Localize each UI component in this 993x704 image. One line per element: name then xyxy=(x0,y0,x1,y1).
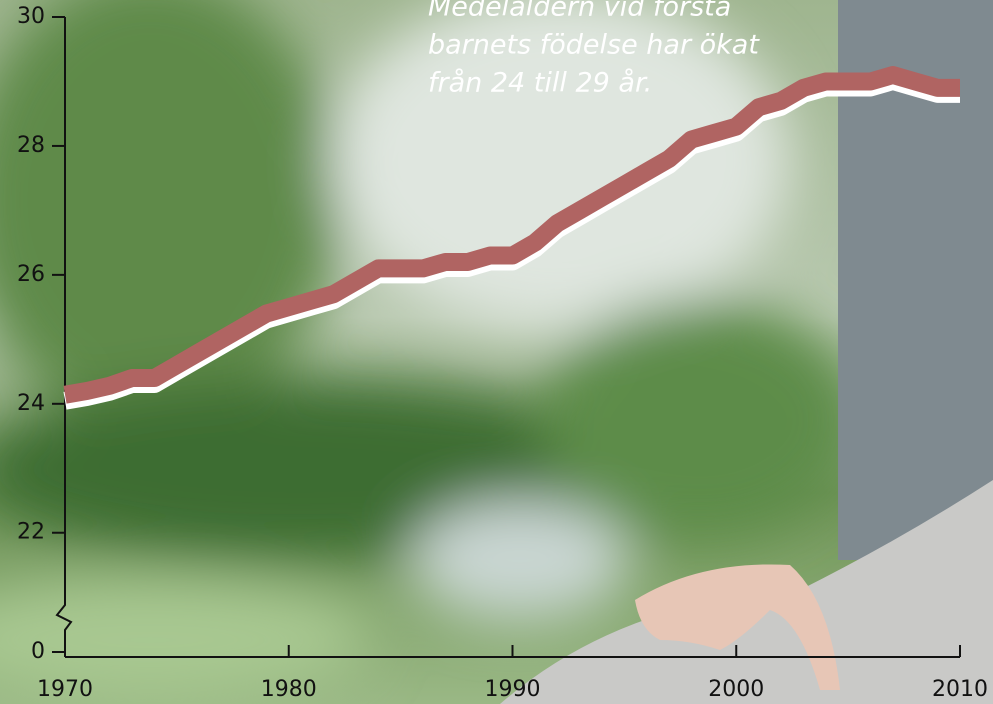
x-tick-label: 1980 xyxy=(261,677,317,702)
x-tick-label: 2000 xyxy=(708,677,764,702)
plot: 0 22 24 26 28 30 1970 1980 1990 2000 2010 Medelålde… xyxy=(17,0,988,702)
annotation: barnets födelse har ökat xyxy=(428,30,760,61)
y-tick-label: 24 xyxy=(17,391,45,416)
line xyxy=(63,66,960,404)
y-tick-label: 30 xyxy=(17,4,45,29)
x-tick-label: 2010 xyxy=(932,677,988,702)
annotation: Medelåldern vid första xyxy=(428,0,731,23)
y-axis xyxy=(55,17,73,657)
annotation: från 24 till 29 år. xyxy=(428,68,652,99)
y-tick-label: 22 xyxy=(17,520,45,545)
y-tick-label: 28 xyxy=(17,133,45,158)
x-tick-label: 1970 xyxy=(37,677,93,702)
y-tick-label: 26 xyxy=(17,262,45,287)
x-tick-label: 1990 xyxy=(485,677,541,702)
y-tick-label: 0 xyxy=(31,639,45,664)
